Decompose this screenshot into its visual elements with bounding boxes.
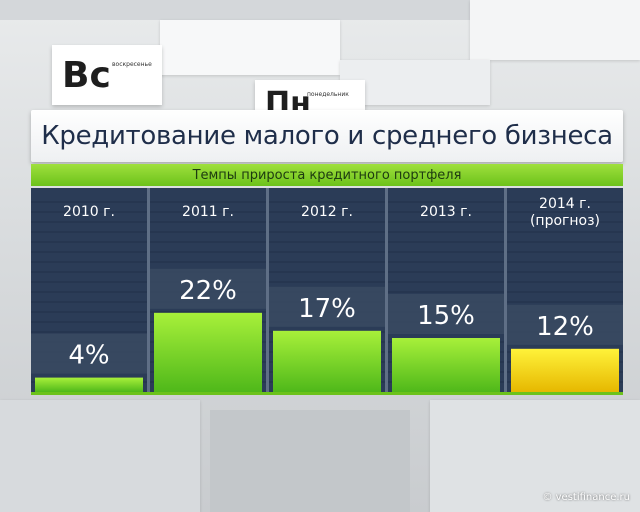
value-label-band xyxy=(388,294,504,334)
category-label-line: 2012 г. xyxy=(301,204,353,220)
chart-subtitle: Темпы прироста кредитного портфеля xyxy=(192,167,462,183)
bg-panel xyxy=(210,410,410,512)
bar xyxy=(273,330,381,392)
bar xyxy=(154,312,262,392)
category-label-line: (прогноз) xyxy=(530,213,600,229)
category-label: 2011 г. xyxy=(182,204,234,220)
source-credit: © vestifinance.ru xyxy=(542,492,630,503)
category-label-line: 2014 г. xyxy=(539,196,591,212)
day-card-sunday: Вс воскресенье xyxy=(52,45,162,105)
bg-tile xyxy=(470,0,640,60)
category-label: 2014 г. (прогноз) xyxy=(530,196,600,229)
category-label-line: 2011 г. xyxy=(182,204,234,220)
bar-chart: 2010 г. 4% 2011 г. 22% 2012 г. 17% 2013 г. 15% 2… xyxy=(31,188,623,395)
category-label: 2013 г. xyxy=(420,204,472,220)
value-label: 12% xyxy=(536,312,594,342)
bar xyxy=(392,338,500,392)
day-full: понедельник xyxy=(307,91,349,98)
value-label-band xyxy=(269,286,385,327)
category-label: 2012 г. xyxy=(301,204,353,220)
chart-title: Кредитование малого и среднего бизнеса xyxy=(41,121,613,151)
value-label-band xyxy=(150,268,266,309)
value-label: 4% xyxy=(68,341,109,371)
column-separator xyxy=(385,188,388,392)
category-label: 2010 г. xyxy=(63,204,115,220)
category-label-line: 2010 г. xyxy=(63,204,115,220)
bg-tile xyxy=(160,20,340,75)
value-label-band xyxy=(507,304,623,345)
bg-tile xyxy=(0,400,200,512)
bg-tile xyxy=(340,60,490,105)
value-label: 15% xyxy=(417,301,475,331)
day-full: воскресенье xyxy=(112,61,152,68)
value-label-band xyxy=(31,333,147,374)
bar xyxy=(35,377,143,392)
value-label: 22% xyxy=(179,276,237,306)
chart-subtitle-bar: Темпы прироста кредитного портфеля xyxy=(31,164,623,186)
chart-title-bar: Кредитование малого и среднего бизнеса xyxy=(31,110,623,162)
bg-tile xyxy=(430,400,640,512)
column-separator xyxy=(504,188,507,392)
column-separator xyxy=(266,188,269,392)
bar-chart-svg: 2010 г. 4% 2011 г. 22% 2012 г. 17% 2013 г. 15% 2… xyxy=(31,188,623,392)
day-card-monday: Пн понедельник xyxy=(255,80,365,121)
bar xyxy=(511,348,619,392)
day-abbr: Вс xyxy=(62,55,111,96)
value-label: 17% xyxy=(298,294,356,324)
column-separator xyxy=(147,188,150,392)
category-label-line: 2013 г. xyxy=(420,204,472,220)
